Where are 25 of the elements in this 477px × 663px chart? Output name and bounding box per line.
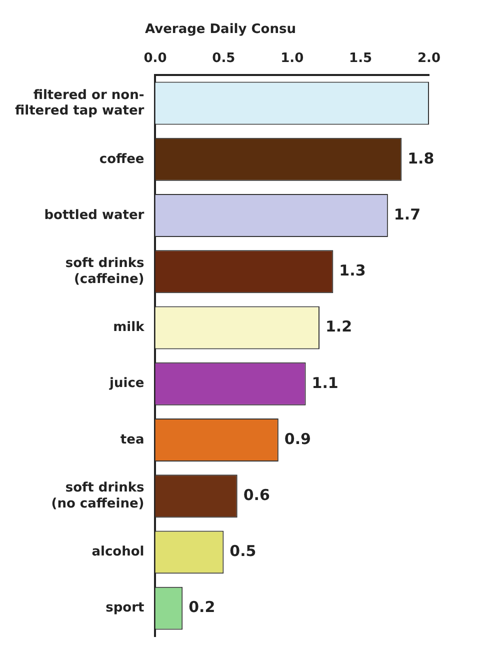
data-label: 1.2 xyxy=(325,318,352,336)
y-tick-label: filtered or non- filtered tap water xyxy=(14,88,145,118)
y-tick-label: soft drinks (no caffeine) xyxy=(51,480,144,512)
data-label: 0.5 xyxy=(230,542,256,560)
y-tick-label: coffee xyxy=(99,152,144,167)
y-tick-label: alcohol xyxy=(92,544,144,560)
x-tick-label: 0.5 xyxy=(212,50,236,66)
x-tick-label: 0.0 xyxy=(144,50,167,66)
data-label: 1.3 xyxy=(339,262,366,280)
data-label: 1.8 xyxy=(408,149,434,168)
chart-title: Average Daily Consu xyxy=(145,22,296,38)
x-tick-label: 1.5 xyxy=(349,50,372,66)
y-tick-label: milk xyxy=(113,320,145,336)
data-label: 0.9 xyxy=(284,430,311,448)
y-tick-label: soft drinks (caffeine) xyxy=(65,256,144,287)
data-label: 1.7 xyxy=(394,205,421,224)
y-tick-label: sport xyxy=(106,600,144,616)
data-label: 0.2 xyxy=(188,598,216,616)
y-tick-label: juice xyxy=(108,376,144,392)
y-tick-label: tea xyxy=(120,432,144,448)
x-tick-label: 2.0 xyxy=(417,50,441,66)
data-label: 0.6 xyxy=(243,486,270,504)
data-label: 1.1 xyxy=(312,374,338,392)
x-tick-label: 1.0 xyxy=(280,50,304,66)
y-tick-label: bottled water xyxy=(44,208,145,223)
